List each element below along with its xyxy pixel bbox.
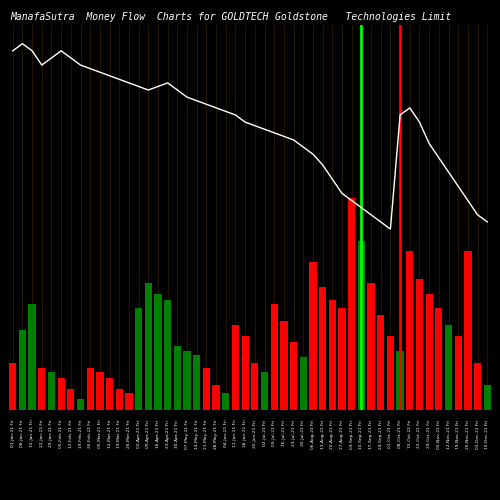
Bar [310,262,316,410]
Bar [96,372,103,410]
Bar [193,355,200,410]
Bar [261,372,268,410]
Bar [203,368,210,410]
Bar [474,364,481,410]
Bar [212,384,220,410]
Bar [416,278,423,410]
Bar [135,308,142,410]
Bar [484,384,491,410]
Bar [290,342,297,410]
Bar [222,393,230,410]
Bar [270,304,278,410]
Bar [58,378,65,410]
Bar [377,314,384,410]
Bar [387,336,394,410]
Bar [328,300,336,410]
Bar [9,364,16,410]
Bar [454,336,462,410]
Bar [164,300,172,410]
Text: Goldstone   Technologies Limit: Goldstone Technologies Limit [275,12,451,22]
Text: ManafaSutra  Money Flow  Charts for GOLDTECH: ManafaSutra Money Flow Charts for GOLDTE… [10,12,268,22]
Bar [396,350,404,410]
Bar [242,336,249,410]
Bar [280,321,287,410]
Bar [184,350,190,410]
Bar [144,283,152,410]
Bar [48,372,55,410]
Bar [19,330,26,410]
Bar [338,308,345,410]
Bar [28,304,35,410]
Bar [348,198,356,410]
Bar [116,389,123,410]
Bar [445,326,452,410]
Bar [435,308,442,410]
Bar [406,251,413,410]
Bar [86,368,94,410]
Bar [358,240,365,410]
Bar [77,400,84,410]
Bar [126,393,132,410]
Bar [251,364,258,410]
Bar [174,346,181,410]
Bar [368,283,374,410]
Bar [426,294,433,410]
Bar [232,326,239,410]
Bar [67,389,74,410]
Bar [38,368,46,410]
Bar [300,357,307,410]
Bar [464,251,471,410]
Bar [154,294,162,410]
Bar [106,378,113,410]
Bar [319,287,326,410]
